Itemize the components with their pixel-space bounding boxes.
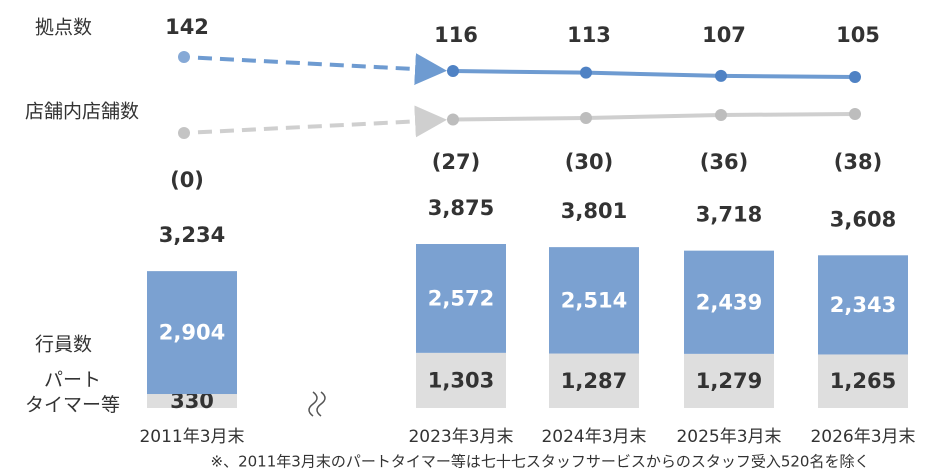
footnote: ※、2011年3月末のパートタイマー等は七十七スタッフサービスからのスタッフ受入… (211, 453, 870, 471)
line-point (178, 51, 190, 63)
total-label: 3,801 (561, 199, 627, 223)
line-solid (452, 112, 856, 122)
line-label: (38) (834, 150, 882, 174)
axis-break (308, 391, 326, 417)
bar-label: 1,279 (696, 369, 762, 393)
line-label: (30) (565, 150, 613, 174)
line-point (715, 69, 727, 82)
line-point (447, 113, 459, 126)
line-label: 107 (702, 23, 746, 47)
line-label: 113 (567, 23, 611, 47)
bar-segment (684, 353, 774, 408)
line-point (715, 109, 727, 121)
bar-segment (147, 271, 237, 395)
bar-segment (147, 394, 237, 408)
bar-label: 1,287 (561, 369, 627, 393)
line-label: (27) (432, 150, 480, 174)
line-solid (452, 69, 856, 79)
x-tick-label: 2025年3月末 (676, 427, 781, 447)
legend-line-2: 店舗内店舗数 (25, 101, 139, 123)
bar-segment (684, 250, 774, 354)
line-point (580, 112, 592, 124)
bar-label: 2,514 (561, 288, 627, 312)
legend-line-1: 拠点数 (35, 17, 92, 39)
line-point (447, 65, 459, 78)
line-point (849, 108, 861, 120)
legend-bar-bottom: パート タイマー等 (24, 369, 120, 416)
legend-bar-top: 行員数 (35, 334, 92, 356)
total-label: 3,875 (428, 196, 494, 220)
line-dashed (197, 105, 448, 138)
bar-segment (818, 354, 908, 408)
total-label: 3,608 (830, 207, 896, 231)
line-label: (36) (700, 150, 748, 174)
line-label: 142 (165, 15, 209, 39)
bar-label: 2,572 (428, 286, 494, 310)
line-point (178, 127, 190, 139)
bar-segment (818, 255, 908, 355)
x-tick-label: 2023年3月末 (408, 427, 513, 447)
total-label: 3,718 (696, 203, 762, 227)
bar-label: 1,303 (428, 368, 494, 392)
bar-label: 2,343 (830, 293, 896, 317)
bar-label: 2,439 (696, 290, 762, 314)
bar-label: 2,904 (159, 321, 225, 345)
total-label: 3,234 (159, 223, 225, 247)
line-label: (0) (170, 168, 204, 192)
bar-segment (549, 353, 639, 408)
x-tick-label: 2024年3月末 (541, 427, 646, 447)
bar-label: 1,265 (830, 369, 896, 393)
line-label: 105 (836, 23, 880, 47)
bar-segment (549, 247, 639, 354)
line-dashed (197, 53, 448, 86)
bar-segment (416, 244, 506, 353)
x-tick-label: 2026年3月末 (810, 427, 915, 447)
line-point (580, 66, 592, 79)
line-label: 116 (434, 23, 478, 47)
line-point (849, 71, 861, 83)
bar-segment (416, 352, 506, 408)
x-tick-label: 2011年3月末 (139, 427, 244, 447)
